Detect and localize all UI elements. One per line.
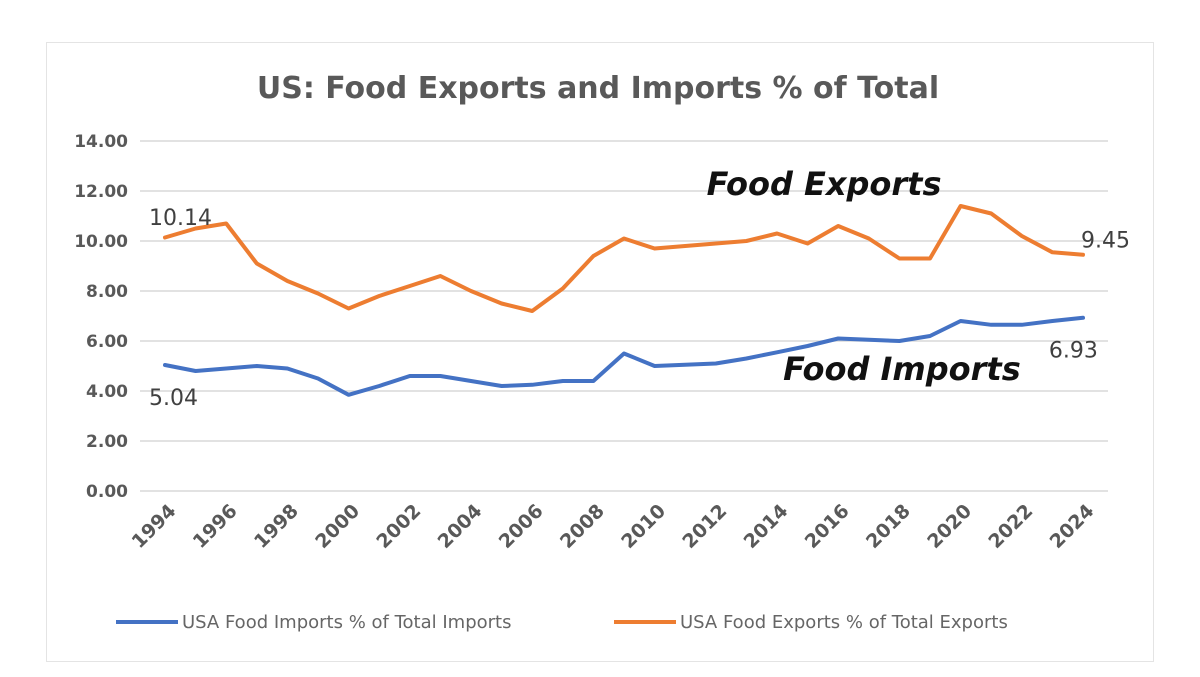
series-line-imports — [163, 315, 1085, 397]
x-tick-label: 2018 — [862, 500, 915, 553]
y-tick-label: 12.00 — [74, 182, 128, 202]
y-axis-ticks: 0.00 2.00 4.00 6.00 8.00 10.00 12.00 14.00 — [74, 132, 128, 502]
x-tick-label: 1996 — [189, 500, 242, 553]
y-tick-label: 0.00 — [86, 482, 128, 502]
data-label: 10.14 — [149, 206, 212, 231]
y-tick-label: 4.00 — [86, 382, 128, 402]
x-tick-label: 2012 — [678, 500, 731, 553]
x-axis-ticks: 1994 1996 1998 2000 2002 2004 2006 2008 2010 2012… — [128, 500, 1099, 553]
x-tick-label: 1994 — [128, 500, 181, 553]
series-line-exports — [163, 204, 1085, 313]
legend-entry: USA Food Imports % of Total Imports — [182, 612, 511, 633]
x-tick-label: 2002 — [372, 500, 425, 553]
annotations: Food Exports Food Imports — [707, 165, 1021, 388]
x-tick-label: 1998 — [250, 500, 303, 553]
x-tick-label: 2006 — [495, 500, 548, 553]
annotation-label: Food Imports — [783, 350, 1021, 388]
annotation-label: Food Exports — [707, 165, 942, 203]
data-labels: 10.14 9.45 5.04 6.93 — [149, 206, 1130, 411]
grid-lines — [140, 140, 1108, 492]
x-tick-label: 2000 — [311, 500, 364, 553]
x-tick-label: 2020 — [923, 500, 976, 553]
chart-frame — [46, 42, 1154, 662]
x-tick-label: 2016 — [801, 500, 854, 553]
data-label: 9.45 — [1081, 228, 1130, 253]
legend-entry: USA Food Exports % of Total Exports — [680, 612, 1008, 633]
y-tick-label: 10.00 — [74, 232, 128, 252]
x-tick-label: 2014 — [740, 500, 793, 553]
y-tick-label: 2.00 — [86, 432, 128, 452]
data-label: 5.04 — [149, 386, 198, 411]
y-tick-label: 8.00 — [86, 282, 128, 302]
y-tick-label: 6.00 — [86, 332, 128, 352]
x-tick-label: 2022 — [984, 500, 1037, 553]
data-label: 6.93 — [1049, 338, 1098, 363]
series-lines — [163, 204, 1085, 397]
x-tick-label: 2024 — [1046, 500, 1099, 553]
y-tick-label: 14.00 — [74, 132, 128, 152]
chart-title: US: Food Exports and Imports % of Total — [257, 71, 939, 106]
legend: USA Food Imports % of Total Imports USA F… — [116, 612, 1008, 633]
x-tick-label: 2010 — [617, 500, 670, 553]
x-tick-label: 2004 — [434, 500, 487, 553]
x-tick-label: 2008 — [556, 500, 609, 553]
